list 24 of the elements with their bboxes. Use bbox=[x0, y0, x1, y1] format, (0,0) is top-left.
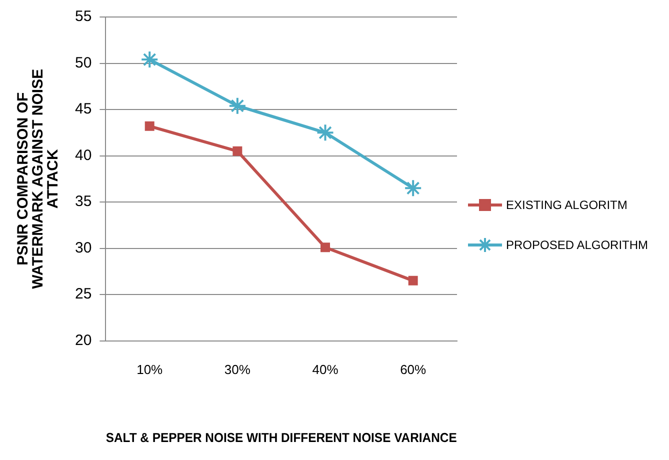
point bbox=[228, 96, 246, 115]
y-tick-label: 40 bbox=[74, 146, 92, 164]
y-tick-label: 35 bbox=[74, 193, 92, 210]
y-tick-label: 20 bbox=[74, 332, 92, 349]
x-tick-label: 60% bbox=[400, 362, 427, 378]
point bbox=[316, 124, 334, 142]
point bbox=[404, 179, 422, 198]
legend-label: PROPOSED ALGORITHM bbox=[506, 238, 648, 252]
x-tick-label: 30% bbox=[224, 362, 251, 378]
point bbox=[408, 276, 418, 286]
x-tick-label: 10% bbox=[136, 362, 164, 378]
y-tick-label: 30 bbox=[74, 239, 92, 256]
point bbox=[144, 121, 154, 131]
point bbox=[320, 242, 330, 252]
x-tick-label: 40% bbox=[312, 362, 339, 378]
point bbox=[232, 146, 242, 156]
y-axis-title: PSNR COMPARISON OF WATERMARK AGAINST NOISE ATTACK bbox=[14, 68, 62, 289]
y-tick-label: 45 bbox=[74, 100, 92, 118]
y-tick-label: 55 bbox=[74, 8, 92, 26]
point bbox=[140, 50, 159, 69]
x-axis-title: SALT & PEPPER NOISE WITH DIFFERENT NOISE VARIANCE bbox=[106, 430, 457, 445]
y-tick-label: 25 bbox=[74, 286, 92, 303]
y-tick-label: 50 bbox=[74, 54, 92, 72]
legend-label: EXISTING ALGORITM bbox=[506, 198, 628, 212]
